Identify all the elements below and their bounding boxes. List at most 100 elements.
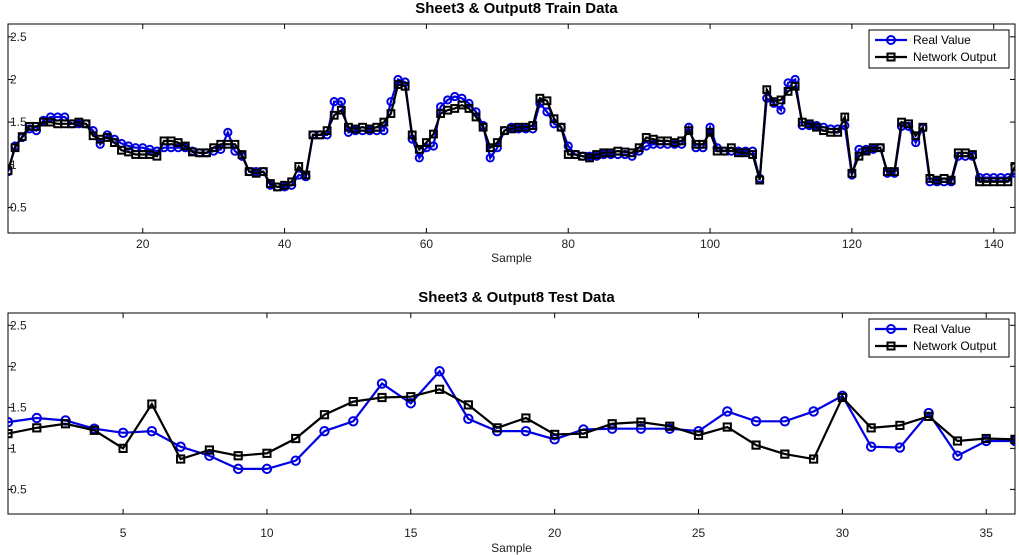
data-point (10, 143, 20, 153)
data-point (291, 433, 301, 444)
data-point (422, 138, 431, 147)
data-point (379, 117, 389, 127)
y-tick-label: 1.5 (10, 115, 27, 129)
data-point (17, 132, 27, 142)
data-point (751, 440, 761, 450)
data-point (762, 85, 772, 95)
data-point (726, 143, 736, 153)
data-point (924, 411, 934, 421)
legend-item: Real Value (875, 322, 971, 336)
data-point (748, 150, 758, 159)
data-point (627, 148, 637, 158)
data-point (301, 170, 311, 180)
data-point (776, 95, 786, 105)
x-tick-label: 60 (420, 237, 434, 251)
data-point (146, 425, 158, 437)
data-point (233, 451, 243, 461)
data-point (329, 110, 339, 120)
data-point (790, 81, 800, 91)
y-tick-label: 1 (10, 158, 17, 172)
data-point (492, 138, 502, 147)
legend: Real Value Network Output (868, 29, 1010, 69)
y-tick-label: 2.5 (10, 318, 27, 332)
data-point (890, 167, 899, 176)
data-point (840, 112, 850, 122)
data-point (95, 139, 105, 149)
data-point (258, 167, 268, 176)
data-point (464, 104, 474, 113)
data-point (319, 410, 330, 420)
data-point (549, 114, 559, 124)
legend-label: Network Output (913, 50, 997, 64)
data-point (981, 433, 991, 444)
data-point (463, 413, 474, 425)
data-point (443, 95, 453, 105)
data-point (833, 127, 843, 137)
x-tick-label: 15 (404, 526, 418, 540)
data-point (176, 454, 186, 464)
data-point (400, 81, 410, 91)
data-point (563, 141, 573, 151)
data-point (405, 398, 416, 409)
data-point (223, 127, 233, 137)
data-point (202, 148, 211, 158)
data-point (698, 139, 708, 149)
data-point (952, 436, 963, 446)
data-point (485, 143, 495, 153)
x-tick-label: 20 (136, 237, 150, 251)
data-point (463, 400, 473, 410)
data-point (492, 423, 502, 433)
data-point (336, 97, 346, 107)
data-point (372, 122, 382, 132)
x-tick-label: 35 (980, 526, 994, 540)
data-point (520, 425, 532, 437)
data-point (204, 450, 215, 461)
data-point (1010, 162, 1015, 171)
data-point (722, 422, 732, 432)
data-point (102, 133, 112, 142)
data-point (911, 131, 921, 141)
data-point (693, 430, 704, 440)
legend-label: Real Value (913, 322, 971, 336)
y-tick-label: 1 (10, 441, 17, 455)
data-point (348, 416, 359, 427)
data-point (485, 153, 495, 163)
data-point (230, 139, 240, 149)
data-point (81, 119, 91, 129)
data-point (952, 450, 963, 461)
data-point (665, 421, 675, 431)
data-point (776, 105, 786, 115)
data-point (348, 397, 358, 407)
series-line (8, 83, 1015, 189)
legend-label: Real Value (913, 33, 971, 47)
legend-marker (886, 35, 896, 45)
x-axis-label: Sample (491, 541, 532, 555)
x-tick-label: 5 (120, 526, 127, 540)
data-point (117, 427, 129, 438)
data-point (578, 429, 589, 439)
data-point (722, 406, 733, 417)
chart-title: Sheet3 & Output8 Train Data (415, 0, 618, 17)
x-tick-label: 40 (278, 237, 292, 251)
data-point (434, 366, 445, 377)
legend: Real Value Network Output (868, 318, 1010, 358)
data-point (175, 441, 186, 452)
data-point (262, 448, 272, 458)
y-tick-label: 2 (10, 359, 17, 373)
data-point (634, 143, 644, 153)
data-point (684, 126, 694, 136)
series-network-output (8, 384, 1015, 464)
data-point (336, 105, 346, 115)
data-point (809, 454, 819, 464)
data-point (779, 416, 791, 427)
data-point (755, 175, 765, 185)
series-line (8, 388, 1015, 461)
data-point (322, 126, 332, 136)
data-point (837, 392, 847, 403)
data-point (109, 138, 119, 147)
data-point (750, 416, 762, 427)
y-tick-label: 2.5 (10, 30, 27, 44)
data-point (377, 392, 387, 403)
data-point (904, 119, 914, 129)
data-point (550, 429, 560, 440)
